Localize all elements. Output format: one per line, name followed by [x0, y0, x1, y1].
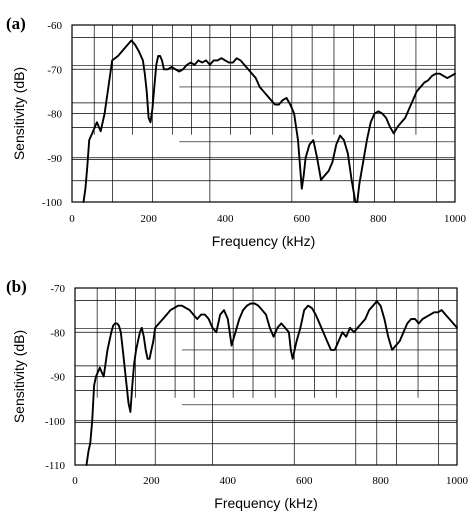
panel-label: (b) — [6, 277, 27, 296]
x-axis-title: Frequency (kHz) — [212, 233, 315, 249]
y-tick-label: -60 — [47, 20, 62, 32]
y-tick-label: -70 — [50, 283, 65, 295]
x-tick-label: 400 — [217, 213, 234, 225]
x-tick-label: 0 — [72, 475, 78, 487]
y-tick-label: -90 — [47, 153, 62, 165]
y-axis-title: Sensitivity (dB) — [11, 67, 27, 160]
x-tick-label: 0 — [69, 213, 75, 225]
x-tick-label: 400 — [220, 475, 237, 487]
y-axis-title: Sensitivity (dB) — [11, 330, 27, 423]
y-tick-label: -100 — [42, 197, 63, 209]
chart-panel-a: (a) 0 200 400 600 800 1000 -100 -90 -80 -70 -60 Freq… — [6, 14, 467, 249]
x-tick-label: 200 — [143, 475, 160, 487]
panel-label: (a) — [6, 14, 26, 33]
y-tick-label: -100 — [45, 416, 66, 428]
plot-frame — [74, 287, 458, 466]
y-tick-label: -80 — [50, 327, 65, 339]
grid-lines — [72, 24, 455, 203]
y-tick-label: -90 — [50, 372, 65, 384]
x-axis-title: Frequency (kHz) — [214, 495, 317, 511]
y-tick-label: -110 — [45, 460, 65, 472]
x-tick-label: 600 — [296, 475, 313, 487]
x-tick-label: 800 — [372, 475, 389, 487]
x-tick-label: 1000 — [444, 213, 467, 225]
x-tick-label: 800 — [370, 213, 387, 225]
y-tick-label: -80 — [47, 109, 62, 121]
x-tick-label: 600 — [294, 213, 311, 225]
x-tick-label: 1000 — [446, 475, 469, 487]
series-line-sensitivity — [82, 39, 456, 203]
series-line-sensitivity — [85, 300, 458, 466]
y-tick-label: -70 — [47, 64, 62, 76]
x-tick-label: 200 — [140, 213, 157, 225]
plot-frame — [71, 24, 456, 203]
chart-panel-b: (b) 0 200 400 600 800 1000 -110 -100 -90 -80 -70 Fre… — [6, 277, 469, 511]
